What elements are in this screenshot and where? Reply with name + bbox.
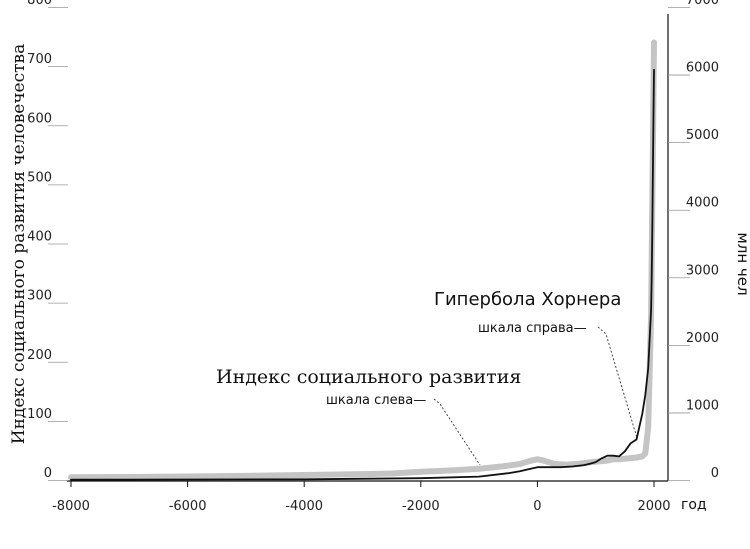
x-tick-label-2000: 2000 [637,499,670,514]
right-axis-title: млн чел [734,232,750,295]
left-axis-title: Индекс социального развития человечества [9,44,29,445]
x-tick-label--2000: -2000 [402,499,440,514]
left-tick-label-200: 200 [27,348,52,363]
left-tick-label-800: 800 [27,0,52,8]
horner-leader-line [597,326,638,439]
sdi-leader-line [433,398,481,466]
left-y-ticks: 0 100 200 300 400 500 600 700 800 [27,0,68,481]
right-tick-label-1000: 1000 [686,398,719,413]
left-tick-label-500: 500 [27,170,52,185]
right-tick-label-4000: 4000 [686,196,719,211]
right-tick-label-5000: 5000 [686,128,719,143]
x-tick-label--8000: -8000 [52,499,90,514]
series-layer [68,39,657,481]
horner-annotation-title: Гипербола Хорнера [434,289,621,310]
left-tick-label-700: 700 [27,52,52,67]
horner-hyperbola-line [70,68,655,481]
sdi-annotation-title: Индекс социального развития [216,366,521,388]
left-tick-label-400: 400 [27,230,52,245]
right-tick-label-2000: 2000 [686,331,719,346]
horner-annotation-scale: шкала справа— [478,321,587,336]
right-y-ticks: 0 1000 2000 3000 4000 5000 6000 7000 [668,0,719,481]
left-tick-label-300: 300 [27,289,52,304]
left-tick-label-600: 600 [27,111,52,126]
x-ticks: -8000 -6000 -4000 -2000 0 2000 [52,481,671,514]
x-unit-label: год [681,497,707,513]
left-tick-label-100: 100 [27,407,52,422]
left-tick-label-0: 0 [44,466,52,481]
right-tick-label-0: 0 [711,466,719,481]
x-tick-label--6000: -6000 [169,499,207,514]
x-tick-label--4000: -4000 [285,499,323,514]
social-development-index-line [68,39,657,481]
right-tick-label-6000: 6000 [686,61,719,76]
right-tick-label-7000: 7000 [686,0,719,8]
sdi-annotation-scale: шкала слева— [326,393,426,408]
right-tick-label-3000: 3000 [686,263,719,278]
x-tick-label-0: 0 [533,499,541,514]
